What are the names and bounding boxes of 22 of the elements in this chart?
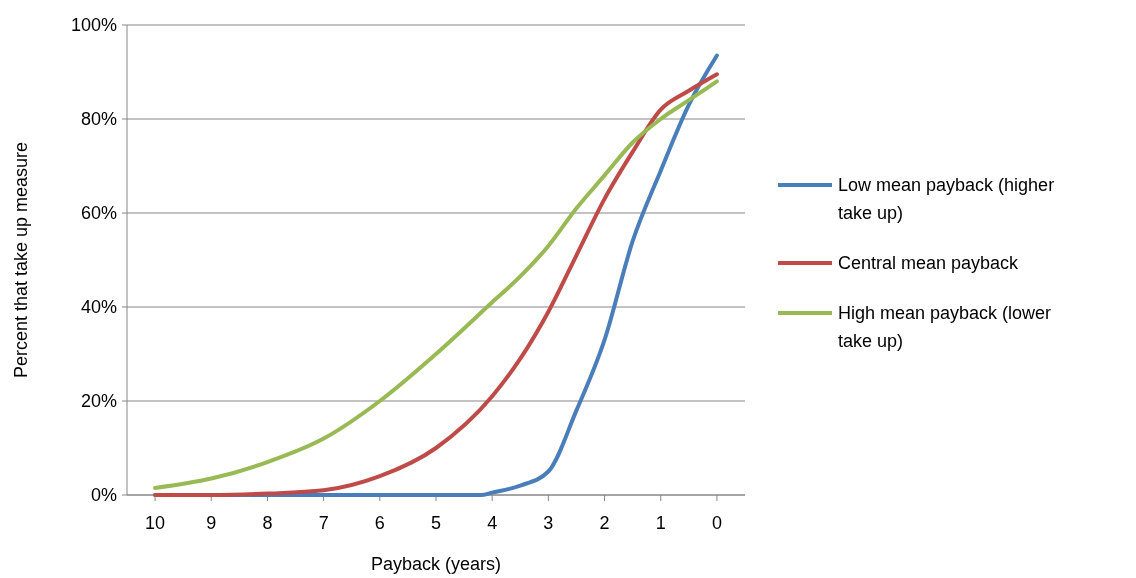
legend-label: High mean payback (lower take up) bbox=[838, 303, 1052, 352]
y-tick-label: 20% bbox=[80, 391, 117, 412]
y-axis-title: Percent that take up measure bbox=[11, 141, 31, 379]
x-tick-label: 3 bbox=[543, 513, 554, 533]
x-tick-label: 7 bbox=[318, 513, 329, 533]
x-tick-label: 10 bbox=[145, 513, 166, 533]
x-tick-label: 0 bbox=[711, 513, 722, 533]
x-tick-label: 2 bbox=[599, 513, 610, 533]
x-tick-label: 8 bbox=[262, 513, 273, 533]
x-tick-label: 1 bbox=[655, 513, 666, 533]
y-tick-label: 40% bbox=[80, 297, 117, 318]
y-tick-label: 100% bbox=[70, 15, 117, 36]
y-tick-label: 60% bbox=[80, 203, 117, 224]
legend-label: Low mean payback (higher take up) bbox=[838, 175, 1055, 224]
x-tick-label: 9 bbox=[206, 513, 217, 533]
x-tick-label: 6 bbox=[374, 513, 385, 533]
legend-label: Central mean payback bbox=[838, 253, 1020, 274]
x-tick-label: 4 bbox=[487, 513, 498, 533]
x-axis-title: Payback (years) bbox=[370, 554, 502, 574]
y-tick-label: 80% bbox=[80, 109, 117, 130]
y-tick-label: 0% bbox=[90, 485, 117, 506]
x-tick-label: 5 bbox=[430, 513, 442, 533]
